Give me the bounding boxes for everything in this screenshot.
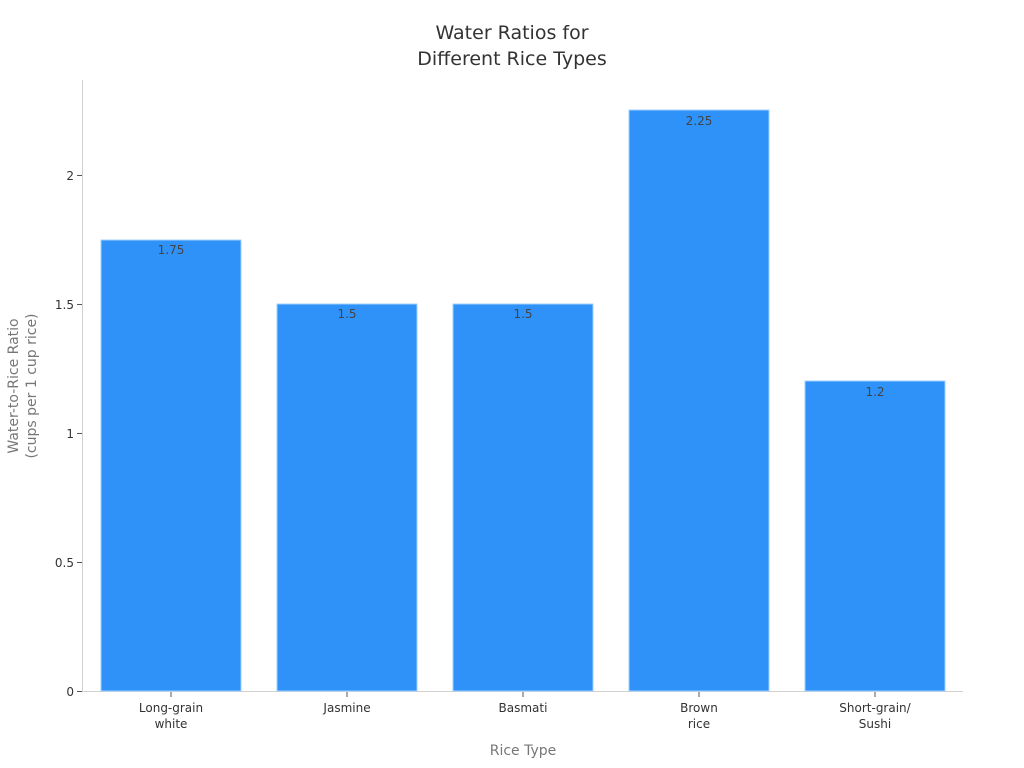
x-tick-label: Sushi — [859, 717, 891, 731]
x-tick-label: rice — [688, 717, 710, 731]
chart-title-line1: Water Ratios for — [435, 22, 589, 44]
y-tick-label: 1.5 — [55, 298, 74, 312]
y-tick-label: 0.5 — [55, 556, 74, 570]
bars — [100, 109, 946, 692]
x-tick-label: Short-grain/ — [839, 701, 911, 715]
bar-value-label: 1.75 — [158, 243, 185, 257]
x-tick-label: Basmati — [499, 701, 548, 715]
x-tick-label: Brown — [680, 701, 718, 715]
bar-basmati — [452, 303, 594, 692]
y-axis-title-line2: (cups per 1 cup rice) — [24, 313, 40, 458]
y-tick-label: 2 — [66, 169, 74, 183]
chart-title: Water Ratios for Different Rice Types — [0, 20, 1024, 72]
bar-value-labels: 1.75 1.5 1.5 2.25 1.2 — [158, 114, 885, 399]
bar-value-label: 1.5 — [337, 307, 356, 321]
x-tick-label: white — [155, 717, 188, 731]
y-tick-label: 1 — [66, 427, 74, 441]
x-axis-title: Rice Type — [490, 743, 557, 759]
bar-long-grain-white — [100, 239, 242, 692]
y-axis-ticks: 0 0.5 1 1.5 2 — [55, 169, 82, 699]
bar-value-label: 1.2 — [865, 385, 884, 399]
x-tick-labels: Long-grain white Jasmine Basmati Brown r… — [139, 701, 912, 731]
bar-short-grain-sushi — [804, 380, 946, 692]
y-axis-title: Water-to-Rice Ratio (cups per 1 cup rice… — [6, 313, 40, 458]
y-axis-title-line1: Water-to-Rice Ratio — [6, 318, 22, 453]
x-tick-label: Jasmine — [322, 701, 370, 715]
bar-jasmine — [276, 303, 418, 692]
y-tick-label: 0 — [66, 685, 74, 699]
bar-value-label: 1.5 — [513, 307, 532, 321]
chart-title-line2: Different Rice Types — [417, 48, 607, 70]
bar-value-label: 2.25 — [686, 114, 713, 128]
x-tick-label: Long-grain — [139, 701, 203, 715]
x-axis-ticks — [170, 692, 876, 697]
bar-brown-rice — [628, 109, 770, 692]
